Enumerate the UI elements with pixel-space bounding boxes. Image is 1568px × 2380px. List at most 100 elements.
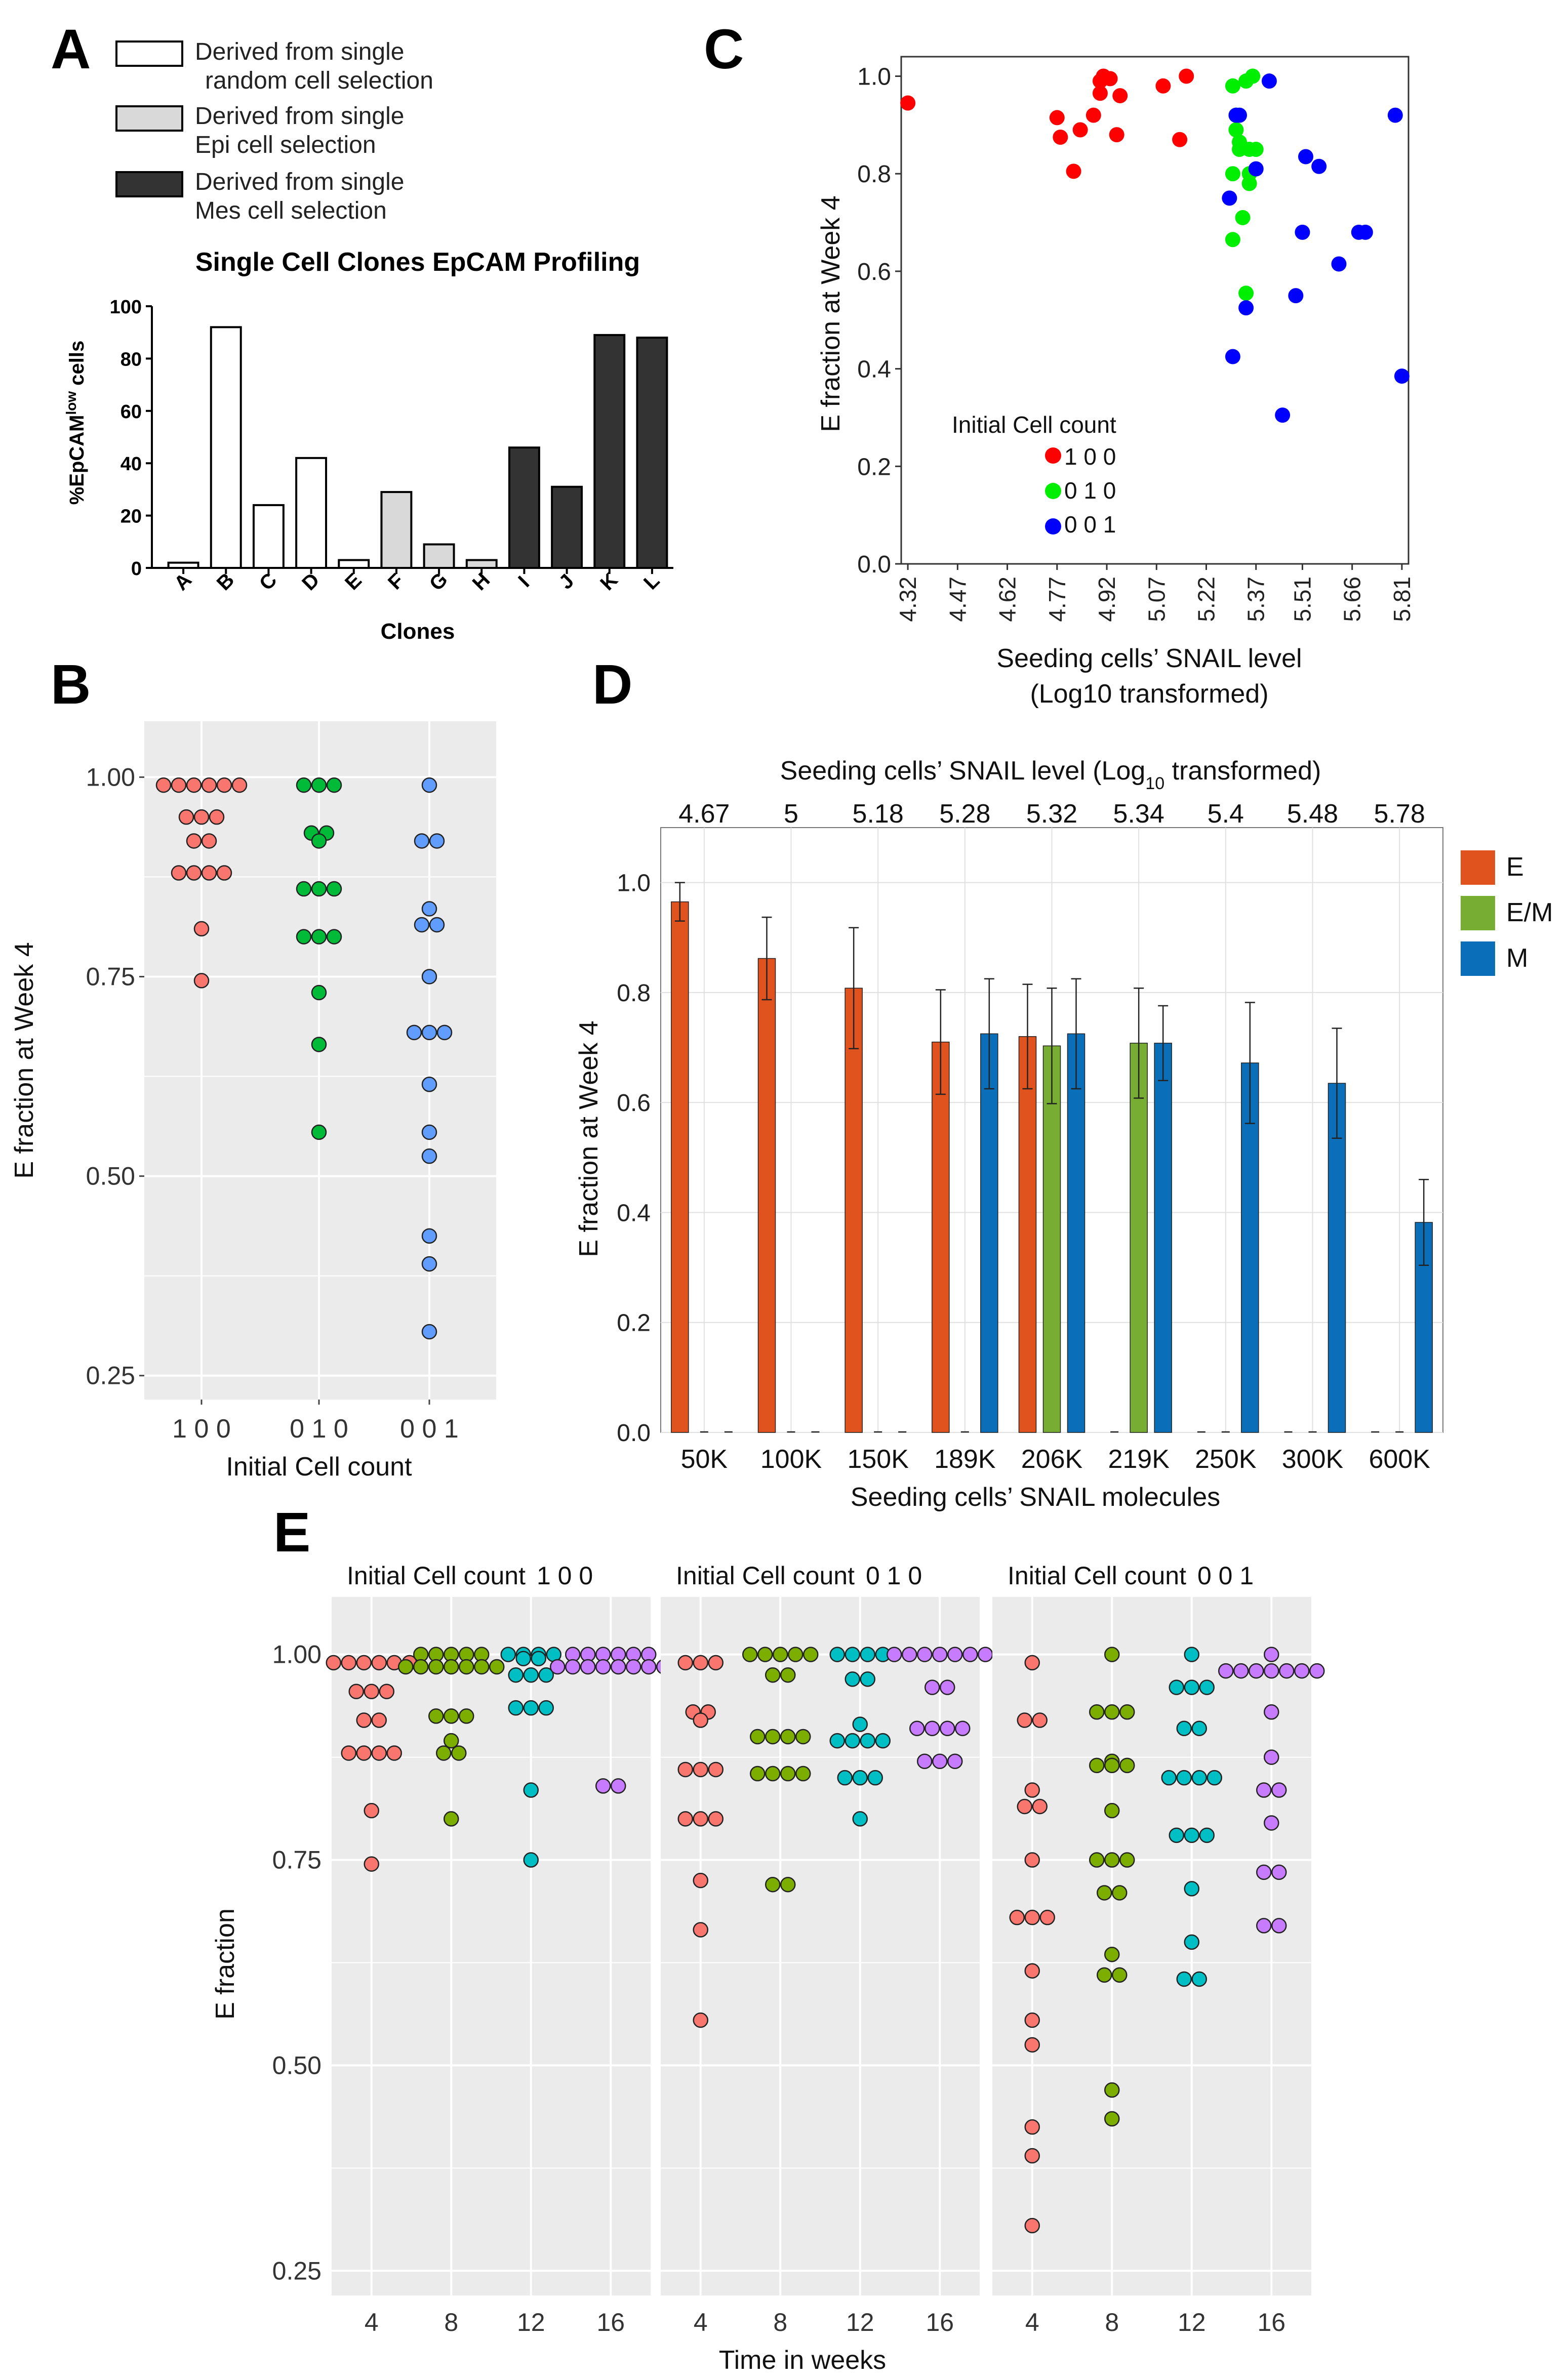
point-week-16 [1218,1663,1234,1679]
point-week-12 [1199,1827,1215,1843]
point-001 [1238,300,1254,316]
top-tick-label: 5.4 [1208,799,1244,829]
point-week-4 [1032,1798,1048,1815]
x-tick-label: L [639,569,664,594]
point-week-12 [508,1700,524,1716]
panel-a-legend: Derived from single random cell selectio… [115,38,433,224]
point-100 [216,777,232,793]
point-010 [1248,142,1264,157]
facet-header-prefix: Initial Cell count [347,1562,526,1590]
point-week-12 [523,1782,539,1798]
bar-M-250K [1241,1062,1259,1433]
x-tick-label: 1 0 0 [172,1414,231,1444]
point-week-16 [1279,1663,1295,1679]
point-week-16 [932,1753,948,1769]
panel-c-legend-title: Initial Cell count [952,412,1116,438]
point-week-12 [1191,1720,1207,1737]
bar-L [636,337,668,569]
point-001 [1232,107,1247,123]
point-week-4 [708,1761,723,1778]
point-week-16 [1294,1663,1310,1679]
point-week-8 [765,1729,781,1745]
point-week-12 [875,1733,891,1749]
point-week-16 [550,1659,566,1675]
legend-label-random-2: random cell selection [205,67,433,94]
point-100 [171,865,187,881]
point-001 [1394,368,1410,384]
panel-e-ylabel: E fraction [211,1908,240,2020]
top-axis-sub: 10 [1145,774,1164,793]
point-week-12 [1191,1971,1207,1987]
top-tick-label: 5.18 [853,799,904,829]
point-week-16 [1256,1782,1272,1798]
panel-letter-d: D [592,653,632,716]
point-week-4 [708,1655,723,1671]
bar-M-206K [1067,1033,1085,1433]
point-010 [311,929,327,945]
y-tick-label: 0.75 [86,962,135,991]
legend-swatch-EM [1461,896,1495,930]
point-001 [1225,349,1240,364]
y-tick-label: 0.8 [617,980,651,1007]
point-week-12 [1176,1770,1192,1786]
point-week-4 [1024,1909,1040,1925]
point-010 [296,929,312,945]
point-week-16 [595,1659,611,1675]
point-week-16 [580,1659,596,1675]
point-week-4 [708,1811,723,1827]
point-week-8 [428,1708,444,1724]
point-week-4 [1024,2012,1040,2028]
ylabel-sup: low [63,391,79,415]
top-tick-label: 5.48 [1287,799,1338,829]
point-100 [186,833,202,849]
facet-header: Initial Cell count 0 1 0 [676,1562,922,1590]
facet-header: Initial Cell count 0 0 1 [1008,1562,1254,1590]
x-tick-label: 5.66 [1339,577,1365,622]
x-tick-label: 4.77 [1044,577,1070,622]
point-week-12 [860,1671,875,1687]
point-001 [1222,190,1237,206]
point-week-4 [371,1745,387,1761]
point-week-8 [780,1876,796,1893]
legend-label-random-1: Derived from single [195,38,404,65]
point-week-4 [693,1922,708,1938]
x-tick-label: 300K [1282,1445,1344,1474]
x-tick-label: 16 [1257,2308,1285,2336]
facet-010: 4 8 12 16 Initial Cell count 0 1 0 [661,1562,993,2336]
panel-e-xlabel: Time in weeks [719,2346,886,2375]
facet-100: 4 8 12 16 Initial Cell count 1 0 0 [326,1562,672,2336]
point-week-12 [1169,1679,1184,1695]
point-week-4 [1024,1782,1040,1798]
x-tick-label: 12 [846,2308,874,2336]
x-tick-label: 150K [847,1445,909,1474]
y-tick-label: 0.25 [86,1362,135,1390]
point-010 [1228,122,1244,138]
panel-d-ylabel: E fraction at Week 4 [574,1020,604,1257]
x-tick-label: 4 [694,2308,708,2336]
y-tick-label: 1.00 [272,1640,321,1669]
point-week-12 [1184,1827,1199,1843]
point-week-16 [978,1647,993,1662]
panel-c-xlabel-2: (Log10 transformed) [1030,679,1268,709]
bar-M-219K [1154,1043,1172,1433]
x-tick-label: 250K [1195,1445,1257,1474]
facet-header-label: 1 0 0 [537,1562,593,1590]
point-week-16 [1264,1815,1279,1831]
point-010 [311,1124,327,1140]
legend-label: E/M [1506,898,1553,927]
point-001 [1261,73,1277,89]
bar-A [167,561,199,569]
point-week-12 [523,1667,539,1683]
point-week-8 [1104,1852,1120,1868]
y-tick-label: 1.0 [617,870,651,897]
ylabel-tail: cells [66,341,88,391]
point-week-8 [750,1729,766,1745]
point-010 [311,1037,327,1052]
point-week-12 [845,1733,860,1749]
y-tick-label: 20 [120,506,142,527]
point-100 [193,973,210,989]
point-week-12 [845,1647,860,1662]
x-tick-label: 5.81 [1389,577,1415,622]
x-tick-label: E [341,569,366,594]
